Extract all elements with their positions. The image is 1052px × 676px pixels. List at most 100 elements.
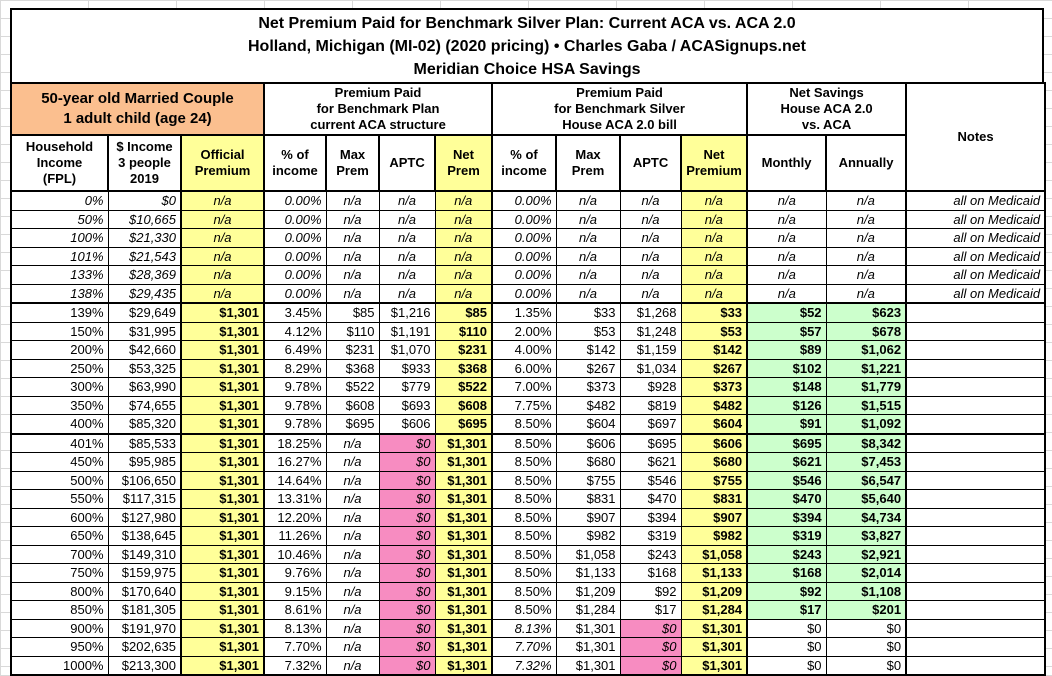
column-header: Official Premium	[179, 134, 266, 192]
table-cell: 0.00%	[491, 209, 557, 229]
table-cell: 0.00%	[263, 190, 327, 211]
table-cell: n/a	[680, 209, 748, 229]
group-header-net-savings: Net Savings House ACA 2.0 vs. ACA	[746, 82, 908, 136]
group-header-house-aca2: Premium Paid for Benchmark Silver House …	[491, 82, 749, 136]
table-cell: 18.25%	[263, 433, 327, 453]
table-cell: n/a	[325, 265, 380, 285]
table-cell: n/a	[434, 190, 493, 211]
table-cell: $1,221	[825, 358, 907, 378]
table-cell: 50%	[10, 209, 109, 229]
table-cell: $1,301	[680, 655, 748, 676]
table-row: 600% $127,980 $1,301 12.20% n/a $0 $1,301 8.50%…	[10, 507, 1046, 527]
table-cell: $1,301	[179, 433, 265, 453]
table-row: 900% $191,970 $1,301 8.13% n/a $0 $1,301 8.13% $…	[10, 618, 1046, 638]
table-cell: n/a	[325, 433, 380, 453]
table-cell: $1,070	[378, 340, 436, 360]
column-header: Net Premium	[680, 134, 749, 192]
table-cell: $1,301	[179, 302, 265, 323]
table-cell: 7.70%	[491, 637, 557, 657]
table-cell: $0	[378, 581, 436, 601]
table-cell: $1,301	[434, 452, 493, 472]
table-cell: $1,301	[555, 618, 621, 638]
column-header: Max Prem	[555, 134, 622, 192]
table-cell: $142	[555, 340, 621, 360]
table-cell: $2,014	[825, 563, 907, 583]
table-cell: $695	[619, 433, 682, 453]
table-cell: $697	[619, 414, 682, 435]
table-cell: all on Medicaid	[905, 283, 1046, 304]
table-cell: $92	[619, 581, 682, 601]
table-cell: 7.32%	[491, 655, 557, 676]
table-cell: 150%	[10, 321, 109, 341]
table-row: 100% $21,330 n/a 0.00% n/a n/a n/a 0.00% n/a n/a n…	[10, 228, 1046, 248]
table-cell	[905, 563, 1046, 583]
table-cell: $1,301	[179, 395, 265, 415]
table-cell: $74,655	[107, 395, 182, 415]
table-cell: n/a	[378, 190, 436, 211]
table-cell: n/a	[325, 452, 380, 472]
table-cell: n/a	[619, 246, 682, 266]
table-cell: 101%	[10, 246, 109, 266]
table-cell: $623	[825, 302, 907, 323]
table-cell: $0	[619, 655, 682, 676]
table-cell: $1,301	[434, 637, 493, 657]
table-cell: $546	[746, 470, 827, 490]
table-cell: $928	[619, 377, 682, 397]
table-cell: $1,301	[179, 377, 265, 397]
table-cell: 9.78%	[263, 414, 327, 435]
table-cell: $1,301	[680, 618, 748, 638]
table-cell	[905, 581, 1046, 601]
table-cell: $1,301	[179, 414, 265, 435]
table-cell: n/a	[378, 246, 436, 266]
table-cell: 7.32%	[263, 655, 327, 676]
table-row: 500% $106,650 $1,301 14.64% n/a $0 $1,301 8.50%…	[10, 470, 1046, 490]
table-cell: $0	[378, 618, 436, 638]
table-cell: $1,301	[434, 563, 493, 583]
table-cell: $17	[746, 600, 827, 620]
table-cell: 8.50%	[491, 581, 557, 601]
table-cell: $170,640	[107, 581, 182, 601]
table-cell: 800%	[10, 581, 109, 601]
table-cell: $680	[555, 452, 621, 472]
table-cell: $191,970	[107, 618, 182, 638]
table-cell: all on Medicaid	[905, 228, 1046, 248]
table-cell: $1,301	[434, 433, 493, 453]
table-cell: $3,827	[825, 526, 907, 546]
table-cell: 900%	[10, 618, 109, 638]
table-cell: $0	[378, 637, 436, 657]
table-cell: 8.13%	[491, 618, 557, 638]
table-cell: $63,990	[107, 377, 182, 397]
table-cell: $373	[555, 377, 621, 397]
table-cell: $231	[434, 340, 493, 360]
table-cell: n/a	[434, 283, 493, 304]
table-cell: $126	[746, 395, 827, 415]
table-row: 850% $181,305 $1,301 8.61% n/a $0 $1,301 8.50% $…	[10, 600, 1046, 620]
table-cell: 9.76%	[263, 563, 327, 583]
table-cell	[905, 433, 1046, 453]
table-cell	[905, 507, 1046, 527]
table-cell: n/a	[555, 283, 621, 304]
table-cell: $608	[434, 395, 493, 415]
table-cell: $1,301	[179, 581, 265, 601]
table-cell: $1,301	[179, 452, 265, 472]
table-cell: 14.64%	[263, 470, 327, 490]
table-cell: $1,058	[680, 544, 748, 564]
table-cell: $0	[746, 655, 827, 676]
table-cell: 8.50%	[491, 526, 557, 546]
table-cell: $42,660	[107, 340, 182, 360]
table-cell: $0	[378, 655, 436, 676]
table-cell: $1,034	[619, 358, 682, 378]
table-cell: 4.12%	[263, 321, 327, 341]
column-header: Max Prem	[325, 134, 381, 192]
table-cell: $1,301	[179, 544, 265, 564]
table-cell: $695	[434, 414, 493, 435]
table-cell	[905, 544, 1046, 564]
table-cell: $1,301	[179, 489, 265, 509]
table-cell: $1,248	[619, 321, 682, 341]
table-row: 300% $63,990 $1,301 9.78% $522 $779 $522 7.00% $…	[10, 377, 1046, 397]
table-cell: $1,209	[680, 581, 748, 601]
table-cell: n/a	[746, 209, 827, 229]
table-cell: $168	[746, 563, 827, 583]
table-cell: n/a	[680, 265, 748, 285]
table-cell: $1,133	[555, 563, 621, 583]
